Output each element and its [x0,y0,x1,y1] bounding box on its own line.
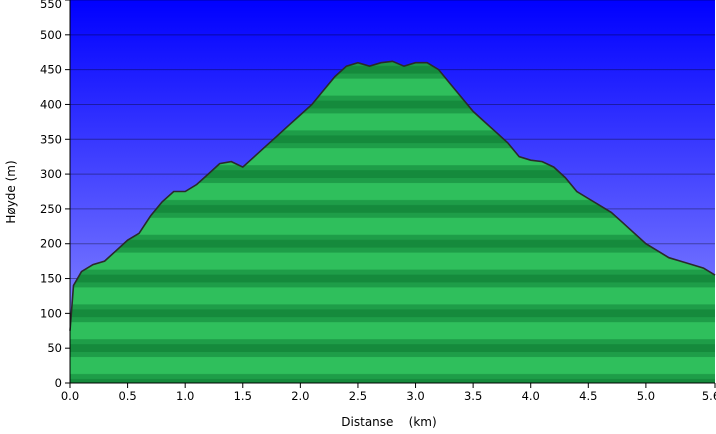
y-tick-label: 250 [40,202,62,216]
y-tick-label: 450 [40,63,62,77]
x-tick-label: 1.0 [176,389,194,403]
y-tick-label: 100 [40,306,62,320]
y-tick-label: 300 [40,167,62,181]
x-tick-label: 5.0 [637,389,655,403]
y-ticks: 0 50 100 150 200 250 300 350 400 450 500 550 [40,0,70,390]
x-axis-title: Distanse (km) [341,415,436,429]
x-tick-label: 2.0 [291,389,309,403]
y-tick-label: 500 [40,28,62,42]
x-tick-label: 0.5 [118,389,136,403]
x-tick-label: 4.5 [579,389,597,403]
y-tick-label: 400 [40,97,62,111]
y-tick-label: 200 [40,237,62,251]
axes [69,0,715,384]
y-tick-label: 550 [40,0,62,11]
x-tick-label: 0.0 [61,389,79,403]
elevation-area [70,61,715,384]
x-tick-label: 1.5 [234,389,252,403]
x-tick-label: 2.5 [349,389,367,403]
x-tick-label: 4.0 [522,389,540,403]
elevation-line [69,60,716,331]
x-ticks: 0.0 0.5 1.0 1.5 2.0 2.5 3.0 3.5 4.0 4.5 5.0 5.6 [61,383,716,403]
y-tick-label: 150 [40,272,62,286]
y-axis-title: Høyde (m) [4,160,18,223]
y-tick-label: 50 [47,341,62,355]
y-tick-label: 350 [40,132,62,146]
x-tick-label: 3.5 [464,389,482,403]
y-tick-label: 0 [55,376,62,390]
x-tick-label: 3.0 [406,389,424,403]
x-tick-label: 5.6 [702,389,716,403]
